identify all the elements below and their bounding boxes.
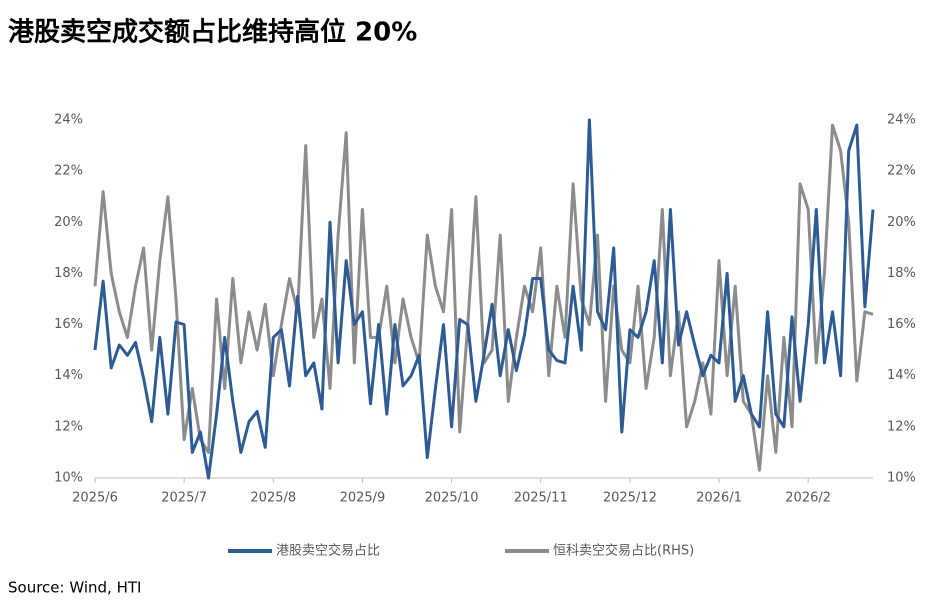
x-tick-label: 2025/6 bbox=[72, 491, 118, 506]
y-tick-label: 14% bbox=[54, 368, 83, 383]
source: Source: Wind, HTI bbox=[8, 579, 141, 597]
y2-tick-label: 16% bbox=[887, 317, 916, 332]
x-tick-label: 2025/7 bbox=[161, 491, 207, 506]
y-tick-label: 20% bbox=[54, 215, 83, 230]
y2-tick-label: 24% bbox=[887, 113, 916, 128]
x-tick-label: 2025/8 bbox=[250, 491, 296, 506]
chart-title: 港股卖空成交额占比维持高位 20% bbox=[8, 17, 417, 48]
x-tick-label: 2026/2 bbox=[785, 491, 831, 506]
y2-tick-label: 10% bbox=[887, 471, 916, 486]
y2-tick-label: 20% bbox=[887, 215, 916, 230]
y-tick-label: 12% bbox=[54, 419, 83, 434]
series-line bbox=[93, 123, 874, 472]
x-tick-label: 2025/11 bbox=[514, 491, 568, 506]
x-tick-label: 2025/12 bbox=[603, 491, 657, 506]
y-tick-label: 22% bbox=[54, 164, 83, 179]
y-tick-label: 10% bbox=[54, 471, 83, 486]
y2-tick-label: 18% bbox=[887, 266, 916, 281]
x-tick-label: 2025/9 bbox=[340, 491, 386, 506]
x-tick-label: 2026/1 bbox=[696, 491, 742, 506]
y-tick-label: 18% bbox=[54, 266, 83, 281]
legend-label: 港股卖空交易占比 bbox=[276, 543, 380, 559]
y-tick-label: 24% bbox=[54, 113, 83, 128]
y-tick-label: 16% bbox=[54, 317, 83, 332]
x-tick-label: 2025/10 bbox=[425, 491, 479, 506]
y2-tick-label: 12% bbox=[887, 419, 916, 434]
legend-label: 恒科卖空交易占比(RHS) bbox=[553, 543, 694, 559]
y2-tick-label: 22% bbox=[887, 164, 916, 179]
series-line bbox=[93, 118, 875, 480]
y2-tick-label: 14% bbox=[887, 368, 916, 383]
